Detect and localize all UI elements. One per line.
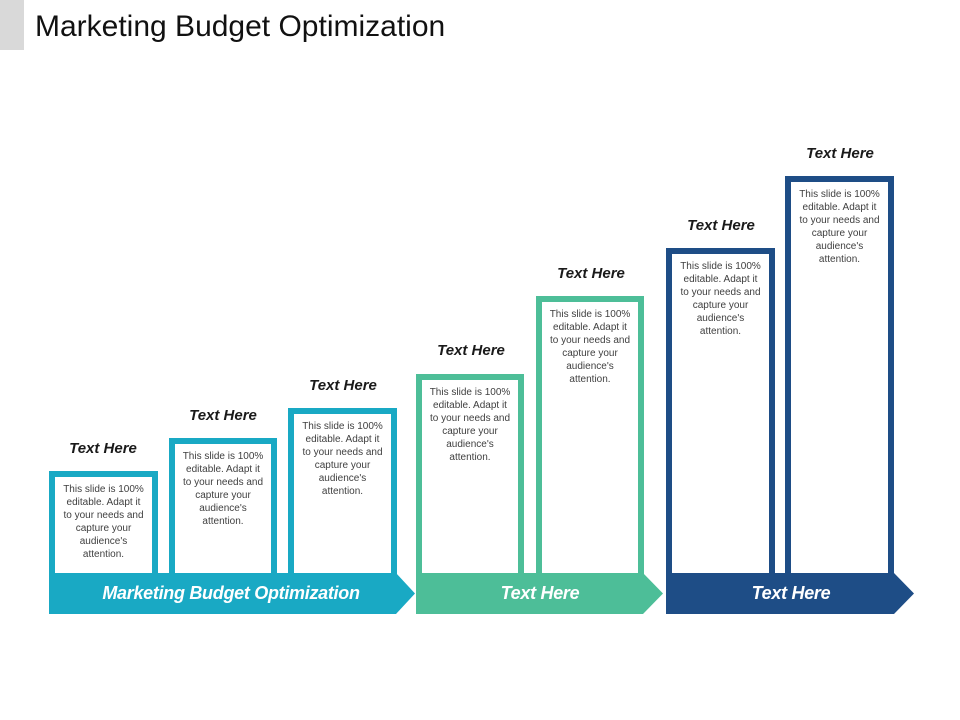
bar-6-body: This slide is 100% editable. Adapt it to…	[680, 261, 761, 337]
bar-1-body: This slide is 100% editable. Adapt it to…	[63, 484, 144, 560]
bar-1-heading: Text Here	[69, 440, 137, 457]
bar-4-body: This slide is 100% editable. Adapt it to…	[429, 387, 511, 463]
arrow-segment-1: Marketing Budget Optimization	[49, 573, 416, 614]
bar-3-body: This slide is 100% editable. Adapt it to…	[302, 421, 383, 497]
arrow-segment-3: Text Here	[666, 573, 915, 614]
bar-7: This slide is 100% editable. Adapt it to…	[785, 176, 894, 575]
bar-6: This slide is 100% editable. Adapt it to…	[666, 248, 775, 575]
bar-1: This slide is 100% editable. Adapt it to…	[49, 471, 158, 575]
bar-5-heading: Text Here	[557, 265, 625, 282]
arrow-segment-2: Text Here	[416, 573, 664, 614]
arrow-3-shape	[666, 573, 914, 614]
bar-7-body: This slide is 100% editable. Adapt it to…	[799, 189, 880, 265]
bar-6-heading: Text Here	[687, 217, 755, 234]
bar-5: This slide is 100% editable. Adapt it to…	[536, 296, 644, 575]
arrow-3-label: Text Here	[751, 583, 831, 603]
bar-7-heading: Text Here	[806, 145, 874, 162]
arrow-2-shape	[416, 573, 663, 614]
title-accent-bar	[0, 0, 24, 50]
arrow-1-label: Marketing Budget Optimization	[102, 583, 360, 603]
bar-4: This slide is 100% editable. Adapt it to…	[416, 374, 524, 575]
bar-2-body: This slide is 100% editable. Adapt it to…	[182, 451, 264, 527]
bar-3: This slide is 100% editable. Adapt it to…	[288, 408, 397, 575]
arrow-2-label: Text Here	[500, 583, 580, 603]
bar-4-heading: Text Here	[437, 342, 505, 359]
bar-5-body: This slide is 100% editable. Adapt it to…	[549, 309, 631, 385]
bar-2-heading: Text Here	[189, 407, 257, 424]
bar-3-heading: Text Here	[309, 377, 377, 394]
page-title: Marketing Budget Optimization	[35, 10, 446, 43]
arrow-1-shape	[49, 573, 415, 614]
bar-2: This slide is 100% editable. Adapt it to…	[169, 438, 277, 575]
